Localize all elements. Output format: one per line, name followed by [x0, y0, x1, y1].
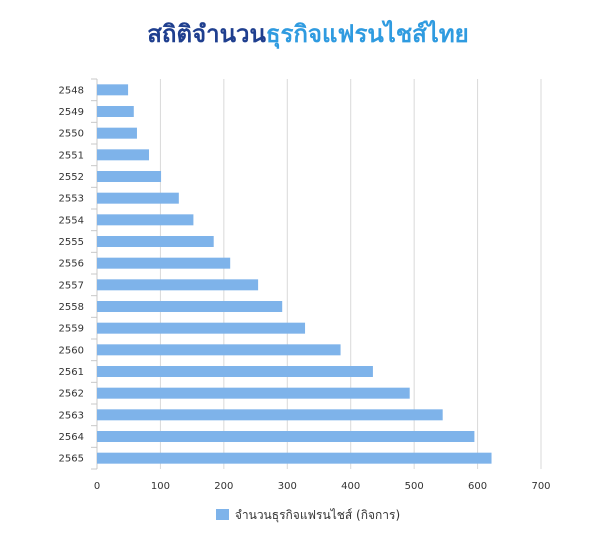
x-tick-label: 100 — [151, 481, 170, 492]
x-tick-label: 200 — [214, 481, 233, 492]
bar — [97, 84, 129, 96]
x-tick-label: 500 — [405, 481, 424, 492]
bar — [97, 171, 162, 182]
bar — [97, 344, 341, 356]
y-tick-label: 2550 — [59, 129, 84, 140]
y-tick-label: 2549 — [59, 107, 84, 118]
bar — [97, 452, 492, 464]
x-tick-label: 0 — [94, 481, 100, 492]
bar — [97, 409, 443, 421]
bar — [97, 257, 231, 269]
bar — [97, 387, 410, 399]
bar — [97, 214, 194, 226]
y-tick-label: 2552 — [59, 172, 84, 183]
x-tick-label: 700 — [531, 481, 550, 492]
bar — [97, 431, 475, 442]
bar — [97, 106, 134, 117]
y-tick-label: 2548 — [59, 85, 84, 96]
y-tick-label: 2562 — [59, 389, 84, 400]
y-tick-label: 2559 — [59, 324, 84, 335]
y-tick-label: 2555 — [59, 237, 84, 248]
y-tick-label: 2558 — [59, 302, 84, 313]
bar — [97, 236, 214, 247]
title-part-1: สถิติจำนวน — [147, 20, 266, 48]
x-tick-label: 600 — [468, 481, 487, 492]
y-tick-label: 2560 — [59, 345, 84, 356]
y-tick-label: 2564 — [59, 432, 84, 443]
bar — [97, 279, 259, 291]
bar — [97, 127, 137, 139]
y-tick-label: 2551 — [59, 150, 84, 161]
y-tick-label: 2554 — [59, 215, 84, 226]
bar — [97, 366, 373, 377]
bar — [97, 192, 179, 204]
y-tick-label: 2556 — [59, 259, 84, 270]
y-tick-label: 2563 — [59, 410, 84, 421]
y-tick-label: 2565 — [59, 454, 84, 465]
legend-label: จำนวนธุรกิจแฟรนไชส์ (กิจการ) — [234, 508, 401, 522]
bar — [97, 301, 283, 312]
y-tick-label: 2557 — [59, 280, 84, 291]
legend-swatch — [215, 509, 229, 520]
bar — [97, 322, 306, 334]
legend: จำนวนธุรกิจแฟรนไชส์ (กิจการ) — [0, 506, 616, 525]
chart-title: สถิติจำนวนธุรกิจแฟรนไชส์ไทย — [0, 14, 616, 53]
x-tick-label: 400 — [341, 481, 360, 492]
x-tick-label: 300 — [278, 481, 297, 492]
title-part-2: ธุรกิจแฟรนไชส์ไทย — [265, 20, 469, 48]
y-tick-label: 2561 — [59, 367, 84, 378]
y-tick-label: 2553 — [59, 194, 84, 205]
bar — [97, 149, 150, 161]
